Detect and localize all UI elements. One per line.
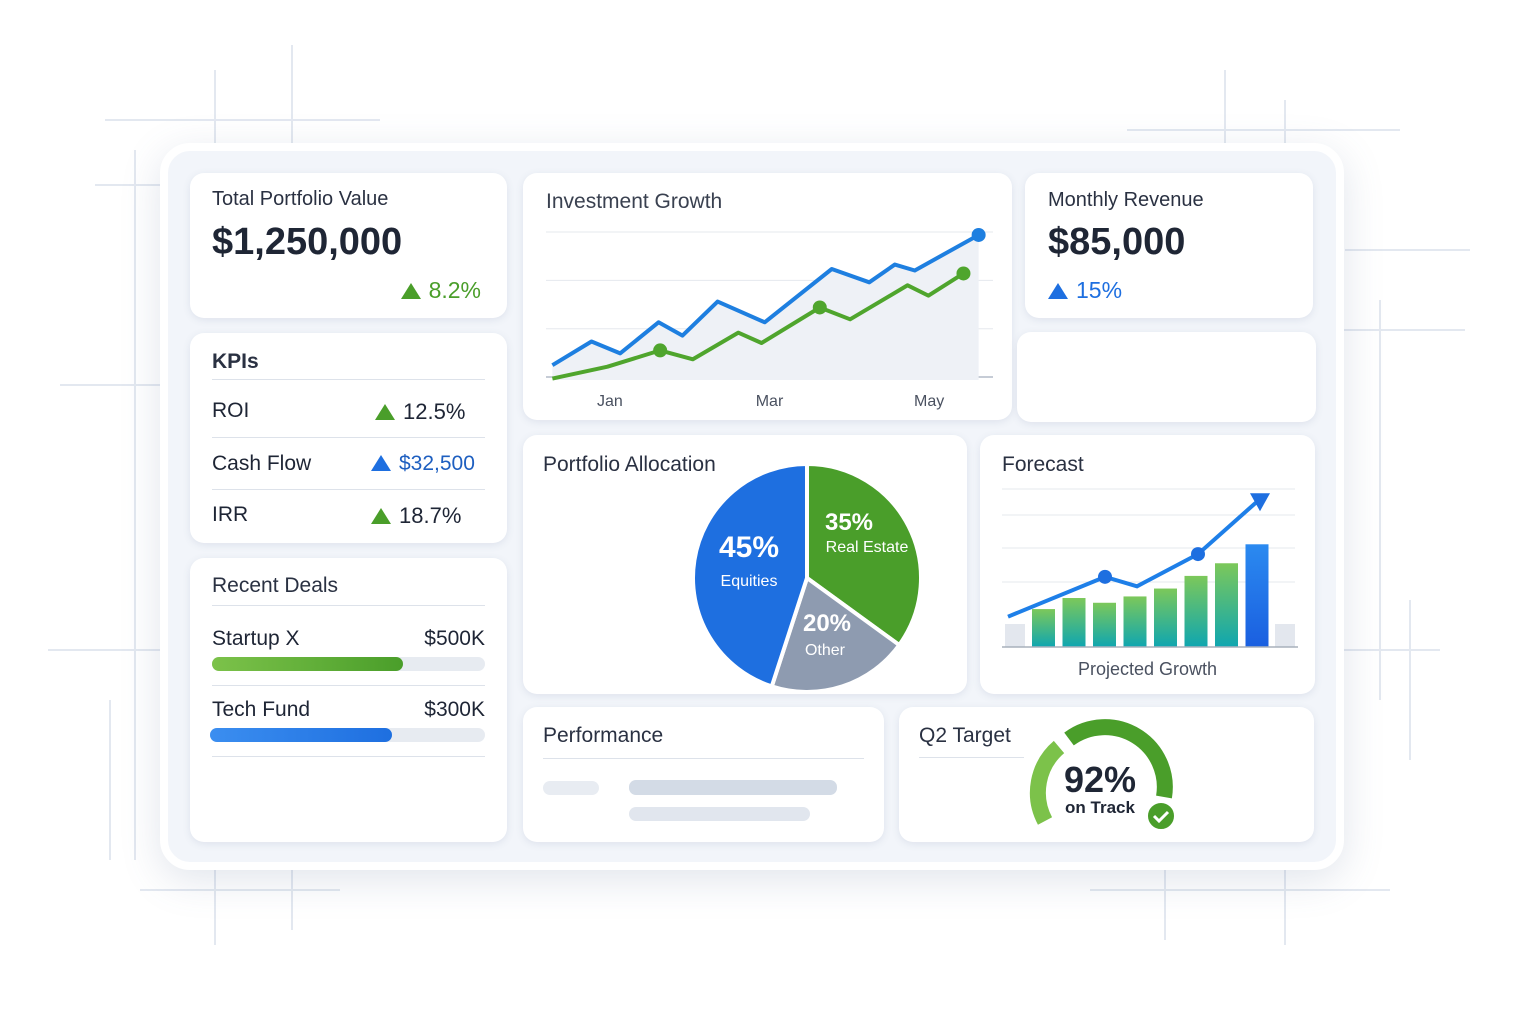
target-percent: 92% [1063, 759, 1137, 800]
series-line [551, 233, 980, 367]
recent-deals-card: Recent Deals Startup X $500K Tech Fund $30… [190, 558, 507, 842]
forecast-bar [1062, 598, 1086, 647]
arrow-head-icon [1250, 493, 1270, 512]
slice-percent: 35% [825, 509, 873, 536]
kpi-label: ROI [212, 399, 250, 422]
deal-amount: $500K [424, 627, 485, 650]
deal-row[interactable]: Startup X $500K [212, 627, 485, 651]
card-title: Portfolio Allocation [543, 453, 716, 476]
kpis-card: KPIs ROI 12.5% Cash Flow $32,500 IRR 18.7% [190, 333, 507, 543]
triangle-up-icon [371, 455, 391, 471]
kpi-label: Cash Flow [212, 452, 312, 475]
background-bar [1275, 624, 1295, 647]
placeholder-bar [629, 780, 837, 795]
card-title: Investment Growth [546, 190, 723, 213]
x-tick-label: May [914, 393, 944, 410]
placeholder-bar [629, 807, 810, 821]
portfolio-allocation-card: Portfolio Allocation 35% Real Estate 20% Ot… [523, 435, 967, 694]
triangle-up-icon [375, 404, 395, 420]
slice-percent: 20% [803, 610, 851, 637]
data-point [971, 227, 986, 242]
card-title: KPIs [212, 350, 259, 373]
forecast-bar [1184, 575, 1208, 647]
triangle-up-icon [1048, 283, 1068, 299]
forecast-card: Forecast Projected Growth [980, 435, 1315, 694]
area-fill [552, 234, 979, 380]
kpi-row-irr: IRR 18.7% [212, 503, 485, 529]
data-point [653, 343, 668, 358]
series-line [551, 271, 965, 381]
q2-target-card: Q2 Target 92% on Track [899, 707, 1314, 842]
trend-point [1191, 547, 1205, 562]
investment-growth-chart: Jan Mar May [546, 227, 993, 410]
card-title: Recent Deals [212, 574, 339, 597]
kpi-value: $32,500 [399, 452, 475, 475]
pie-slice-real-estate [805, 461, 923, 648]
pie-slice-other [769, 574, 903, 694]
check-circle-icon [1146, 801, 1176, 831]
target-status: on Track [1065, 798, 1135, 817]
allocation-pie-chart: 35% Real Estate 20% Other 45% Equities [691, 461, 923, 694]
x-tick-label: Mar [756, 393, 784, 410]
deal-amount: $300K [424, 698, 485, 721]
investment-growth-card: Investment Growth Jan Mar May [523, 173, 1012, 420]
slice-label: Other [805, 642, 846, 659]
triangle-up-icon [371, 508, 391, 524]
portfolio-change: 8.2% [428, 277, 481, 303]
pie-slice-equities [691, 461, 809, 689]
background-bar [1005, 624, 1025, 647]
kpi-row-roi: ROI 12.5% [212, 399, 485, 425]
card-title: Monthly Revenue [1048, 189, 1204, 211]
data-point [812, 300, 827, 315]
placeholder-bar [543, 781, 599, 795]
data-point [956, 266, 971, 281]
forecast-bar [1123, 596, 1147, 647]
empty-card [1017, 332, 1316, 422]
performance-card: Performance [523, 707, 884, 842]
triangle-up-icon [400, 283, 421, 299]
deal-name: Startup X [212, 627, 300, 650]
slice-label: Real Estate [826, 539, 909, 556]
kpi-value: 12.5% [403, 399, 466, 424]
forecast-bar [1093, 602, 1116, 647]
deal-progress-bar [212, 657, 485, 671]
card-title: Forecast [1002, 453, 1084, 476]
kpi-value: 18.7% [399, 503, 462, 528]
forecast-bar [1245, 544, 1269, 647]
forecast-bar [1215, 563, 1238, 647]
trend-line [1007, 495, 1264, 619]
x-tick-label: Jan [597, 393, 623, 410]
deal-row[interactable]: Tech Fund $300K [212, 698, 485, 722]
forecast-xlabel: Projected Growth [1077, 659, 1218, 679]
portfolio-value: $1,250,000 [212, 221, 403, 263]
forecast-bar [1154, 588, 1177, 647]
monthly-revenue-card: Monthly Revenue $85,000 15% [1025, 173, 1313, 318]
trend-point [1098, 569, 1112, 584]
slice-percent: 45% [719, 531, 779, 564]
card-title: Performance [543, 724, 664, 747]
revenue-change: 15% [1076, 277, 1123, 303]
kpi-row-cash-flow: Cash Flow $32,500 [212, 452, 485, 476]
revenue-value: $85,000 [1048, 221, 1186, 263]
deal-name: Tech Fund [212, 698, 311, 721]
deal-progress-bar [210, 728, 485, 742]
card-title: Total Portfolio Value [212, 188, 389, 210]
target-gauge [1029, 719, 1176, 831]
card-title: Q2 Target [919, 724, 1011, 747]
kpi-label: IRR [212, 503, 249, 526]
portfolio-value-card: Total Portfolio Value $1,250,000 8.2% [190, 173, 507, 318]
slice-label: Equities [721, 573, 778, 590]
forecast-bar-chart [1002, 488, 1298, 648]
forecast-bar [1032, 609, 1055, 647]
